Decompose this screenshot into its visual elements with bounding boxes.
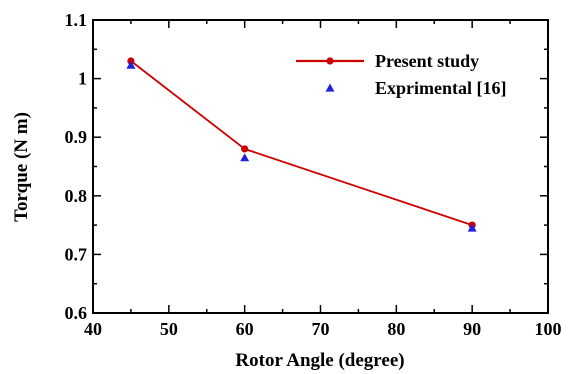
legend-label: Present study <box>375 51 479 71</box>
x-tick-label: 60 <box>236 319 254 339</box>
x-tick-label: 80 <box>387 319 405 339</box>
x-tick-label: 50 <box>160 319 178 339</box>
y-tick-label: 0.7 <box>65 244 88 264</box>
data-point <box>241 145 249 153</box>
legend-label: Exprimental [16] <box>375 78 506 98</box>
x-tick-label: 70 <box>312 319 330 339</box>
data-point <box>126 60 136 69</box>
y-axis: 0.6 0.7 0.8 0.9 1 1.1 <box>65 10 548 323</box>
x-tick-label: 40 <box>84 319 102 339</box>
x-axis: 40 50 60 70 80 90 100 <box>84 20 562 339</box>
legend-item-2: Exprimental [16] <box>325 78 506 98</box>
plot-area <box>92 19 549 314</box>
x-tick-label: 100 <box>535 319 562 339</box>
legend-item-1: Present study <box>296 51 479 71</box>
x-axis-title: Rotor Angle (degree) <box>235 350 404 371</box>
series-2 <box>126 60 477 232</box>
x-tick-label: 90 <box>463 319 481 339</box>
plot-frame <box>92 19 549 314</box>
data-point <box>467 223 477 232</box>
y-tick-label: 1.1 <box>65 10 88 30</box>
series-layer <box>126 57 477 232</box>
y-tick-label: 0.6 <box>65 303 88 323</box>
y-tick-label: 1 <box>78 69 87 89</box>
data-point <box>240 153 250 162</box>
legend-marker <box>325 83 335 92</box>
y-axis-title: Torque (N m) <box>11 112 32 222</box>
y-tick-label: 0.9 <box>65 127 88 147</box>
legend-marker <box>326 57 334 65</box>
y-tick-label: 0.8 <box>65 186 88 206</box>
legend: Present study Exprimental [16] <box>296 51 506 98</box>
